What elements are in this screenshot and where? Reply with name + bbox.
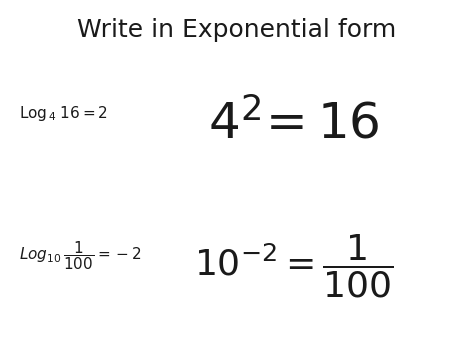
Text: $4^{2}\!=16$: $4^{2}\!=16$	[208, 100, 380, 149]
Text: $10^{-2} = \dfrac{1}{100}$: $10^{-2} = \dfrac{1}{100}$	[194, 233, 394, 300]
Text: $\boldsymbol{\mathit{Log}}_{10}\,\dfrac{1}{100} = -2$: $\boldsymbol{\mathit{Log}}_{10}\,\dfrac{…	[19, 239, 142, 272]
Text: Write in Exponential form: Write in Exponential form	[77, 18, 397, 42]
Text: $\mathrm{Log}_{\,4}\;16 = 2$: $\mathrm{Log}_{\,4}\;16 = 2$	[19, 104, 108, 123]
